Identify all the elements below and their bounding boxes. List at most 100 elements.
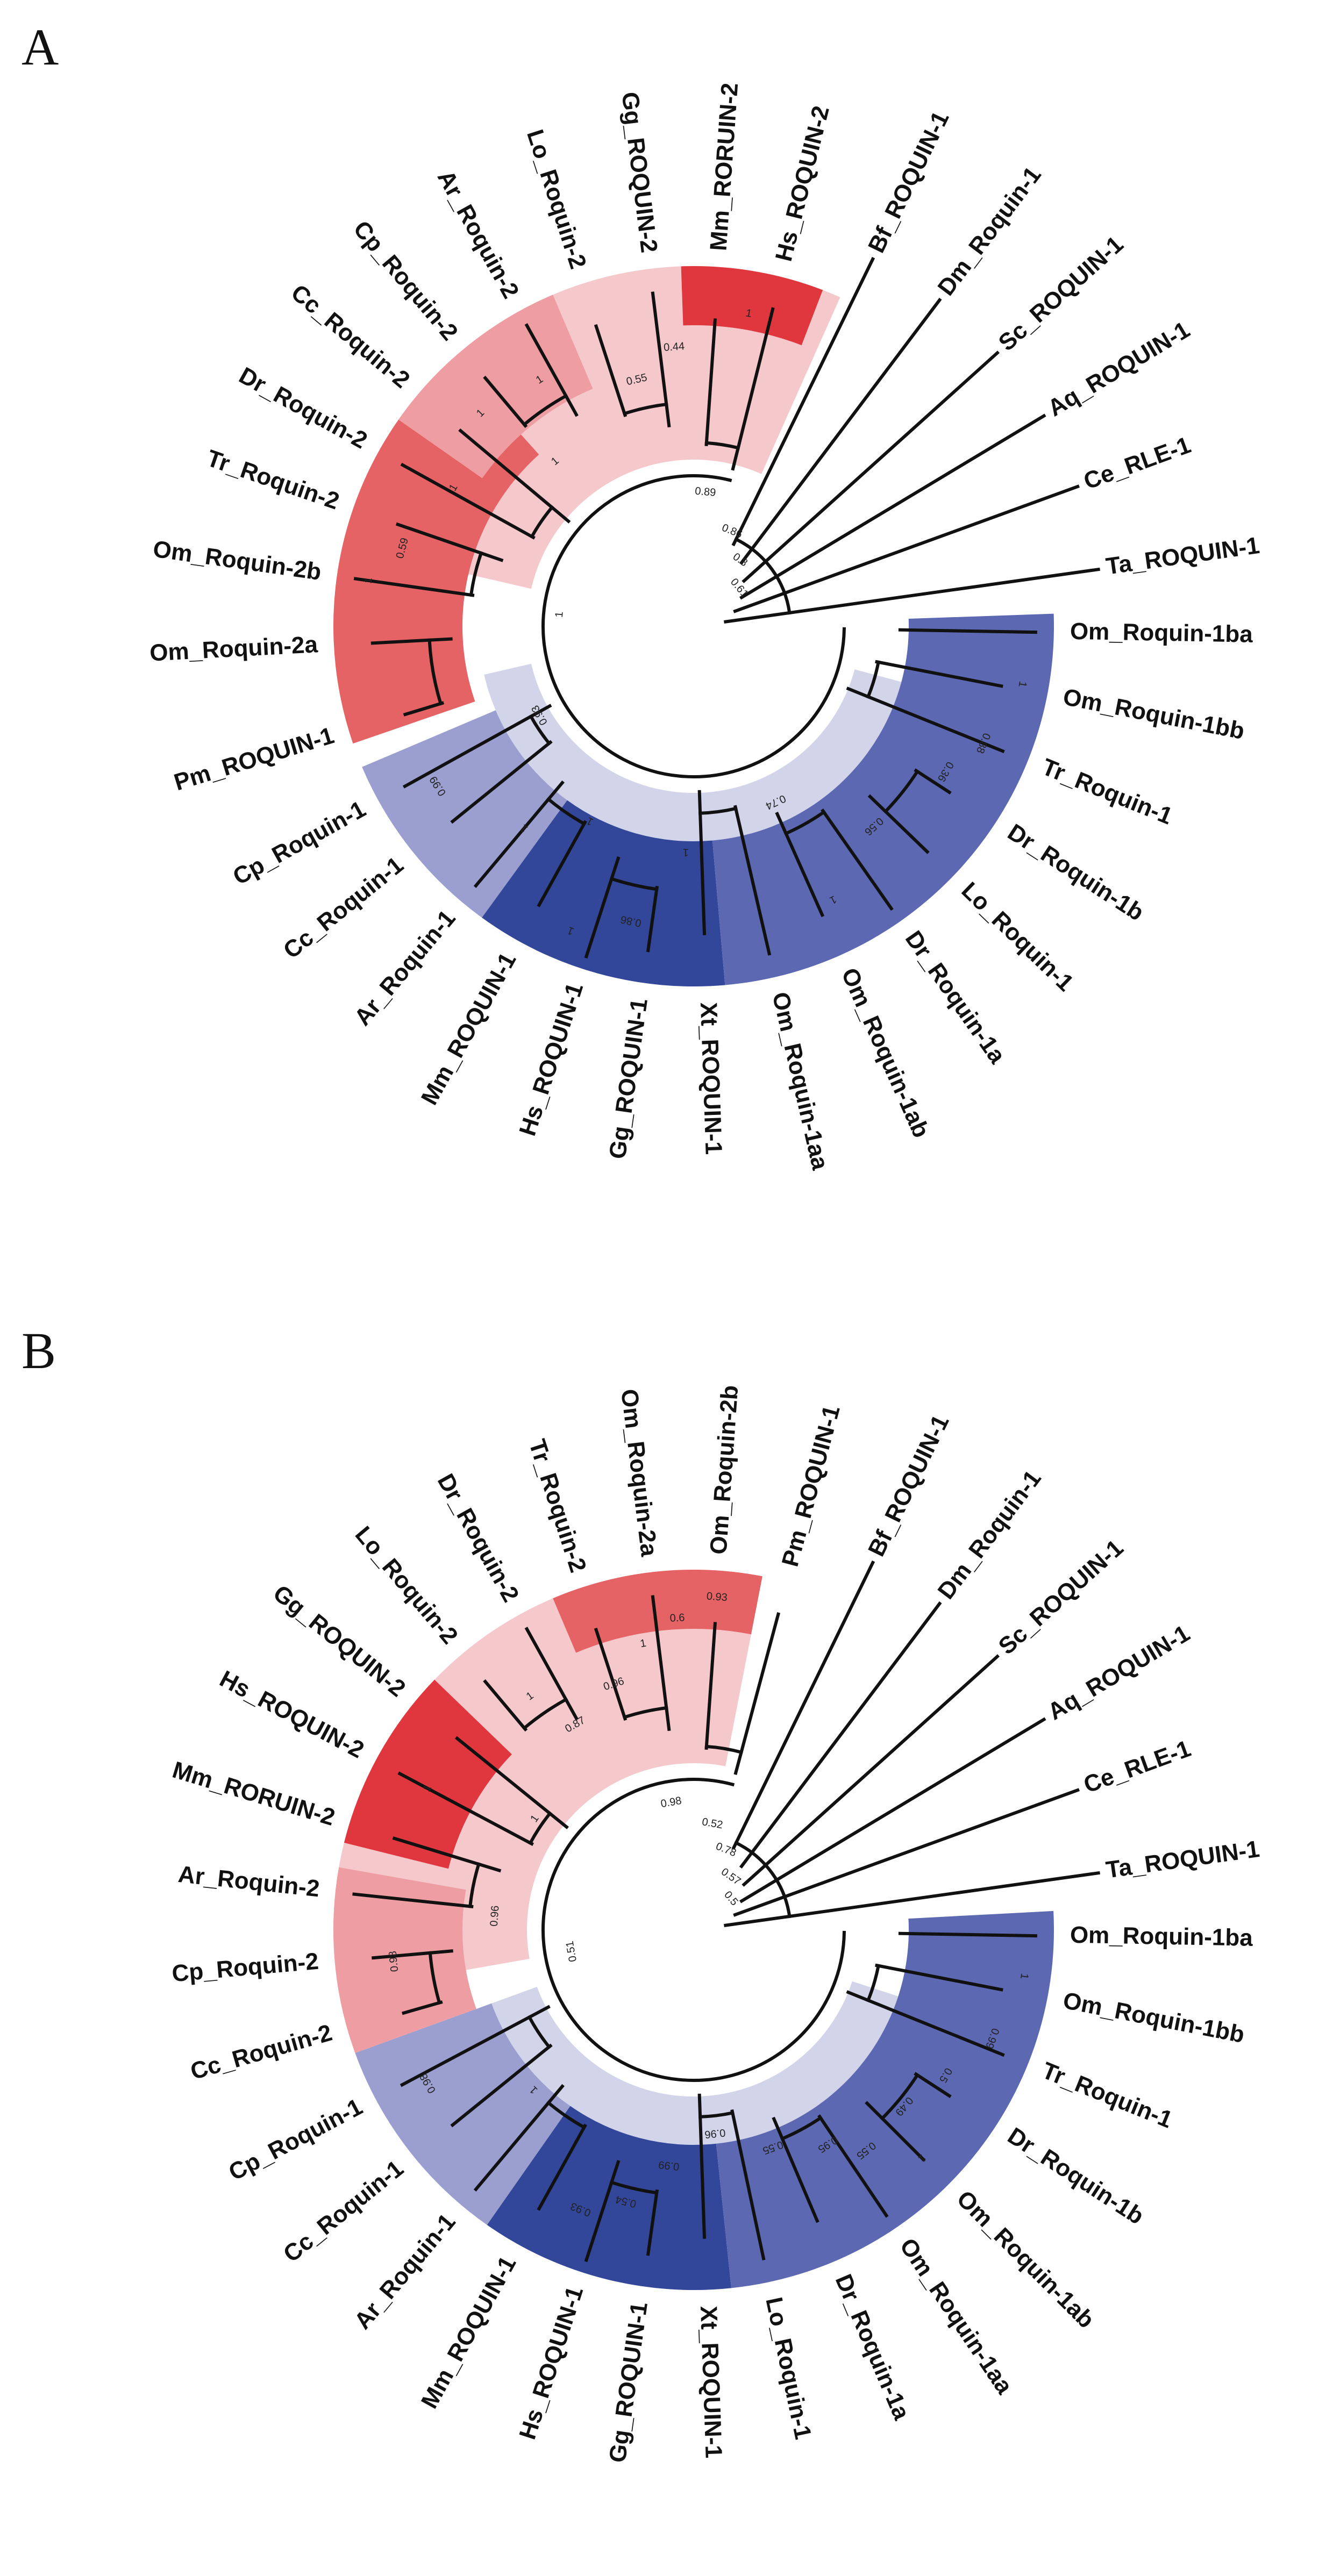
support-value: 0.96 — [488, 1905, 502, 1927]
leaf-branch — [697, 790, 707, 935]
leaf-branch — [524, 1627, 579, 1721]
sister-node-arc — [883, 769, 920, 814]
support-value: 0.44 — [663, 340, 685, 354]
clade-sector-5 — [484, 663, 902, 841]
leaf-branch — [898, 1931, 1037, 1938]
leaf-branch — [402, 2000, 443, 2015]
leaf-branch — [403, 701, 445, 717]
leaf-branch — [898, 628, 1037, 634]
leaf-branch — [914, 2072, 952, 2098]
support-value: 0.89 — [694, 485, 716, 499]
leaf-label: Om_Roquin-1ba — [1070, 618, 1253, 648]
support-value: 1 — [1016, 680, 1029, 688]
leaf-branch — [400, 2005, 551, 2087]
support-value: 1 — [362, 577, 375, 584]
leaf-branch — [352, 1892, 474, 1908]
leaf-branch — [846, 1990, 1005, 2057]
leaf-branch — [483, 1679, 528, 1732]
tree-backbone-arc — [541, 474, 846, 778]
clade-sector-3 — [398, 295, 593, 478]
clade-sector-4 — [333, 1867, 476, 2053]
leaf-branch — [739, 1717, 1046, 1904]
support-value: 1 — [682, 846, 689, 858]
clade-sector-7 — [487, 2106, 732, 2290]
leaf-branch — [646, 885, 659, 953]
leaf-branch — [731, 256, 875, 547]
leaf-branch — [537, 2123, 587, 2211]
leaf-branch — [867, 794, 930, 854]
panel-a-tree-branches — [353, 256, 1100, 959]
leaf-branch — [733, 1612, 781, 1775]
clade-sector-8 — [712, 613, 1054, 985]
leaf-branch — [524, 323, 579, 417]
leaf-branch — [584, 856, 621, 959]
panel-b-tree-branches — [352, 1560, 1100, 2263]
leaf-branch — [724, 1871, 1100, 1928]
outgroup-arc — [733, 1841, 792, 1919]
leaf-label: Xt_ROQUIN-1 — [695, 2306, 727, 2459]
leaf-branch — [370, 637, 453, 645]
leaf-branch — [395, 522, 504, 562]
leaf-branch — [397, 1771, 534, 1846]
leaf-branch — [584, 2159, 621, 2263]
leaf-branch — [739, 297, 942, 566]
sister-node-arc — [522, 1697, 568, 1730]
support-value: 0.96 — [704, 2127, 726, 2141]
leaf-branch — [483, 375, 528, 428]
leaf-branch — [537, 820, 587, 907]
tree-backbone-arc — [541, 1778, 846, 2082]
leaf-branch — [594, 1627, 628, 1721]
leaf-branch — [875, 660, 1003, 688]
leaf-branch — [733, 484, 1080, 613]
outgroup-arc — [733, 537, 792, 615]
sister-node-arc — [880, 2072, 920, 2121]
support-value: 0.98 — [387, 1950, 401, 1972]
leaf-branch — [865, 2101, 926, 2162]
clade-sector-7 — [482, 800, 725, 986]
support-value: 1 — [1018, 1972, 1030, 1980]
leaf-branch — [400, 462, 536, 540]
leaf-branch — [392, 1836, 502, 1873]
leaf-branch — [730, 2109, 766, 2260]
leaf-branch — [454, 1736, 569, 1829]
panel-b-clade-highlights — [333, 1570, 1054, 2290]
panel-a-letter: A — [22, 18, 59, 76]
panel-b-letter: B — [22, 1322, 56, 1379]
leaf-branch — [742, 1654, 1000, 1887]
support-value: 0.99 — [658, 2158, 680, 2172]
sister-node-arc — [522, 393, 568, 427]
leaf-branch — [731, 1560, 875, 1850]
leaf-branch — [724, 567, 1100, 624]
leaf-branch — [817, 2114, 889, 2218]
leaf-branch — [450, 740, 553, 824]
leaf-branch — [821, 808, 894, 911]
clade-sector-6 — [362, 710, 567, 918]
support-value: 0.93 — [706, 1590, 728, 1604]
sister-node-arc — [428, 1951, 441, 2005]
support-value: 1 — [553, 611, 566, 618]
leaf-branch — [402, 704, 552, 789]
clade-sector-8 — [716, 1910, 1054, 2288]
leaf-branch — [775, 812, 825, 918]
leaf-label: Om_Roquin-1ba — [1070, 1922, 1253, 1951]
leaf-branch — [875, 1963, 1003, 1992]
clade-sector-3 — [344, 1679, 512, 1869]
leaf-branch — [772, 2116, 819, 2223]
leaf-branch — [739, 413, 1046, 600]
support-value: 0.6 — [669, 1612, 685, 1624]
leaf-branch — [594, 324, 628, 417]
clade-sector-6 — [355, 2003, 571, 2225]
leaf-branch — [646, 2189, 659, 2256]
leaf-branch — [704, 1622, 717, 1750]
leaf-branch — [458, 428, 571, 524]
support-value: 1 — [639, 1637, 647, 1650]
leaf-branch — [697, 2093, 707, 2239]
leaf-branch — [733, 805, 772, 956]
leaf-branch — [372, 1949, 453, 1960]
leaf-branch — [742, 350, 1000, 583]
leaf-branch — [731, 307, 775, 471]
leaf-branch — [450, 2043, 553, 2128]
clade-sector-2 — [553, 1570, 762, 1653]
support-value: 1 — [745, 307, 753, 320]
